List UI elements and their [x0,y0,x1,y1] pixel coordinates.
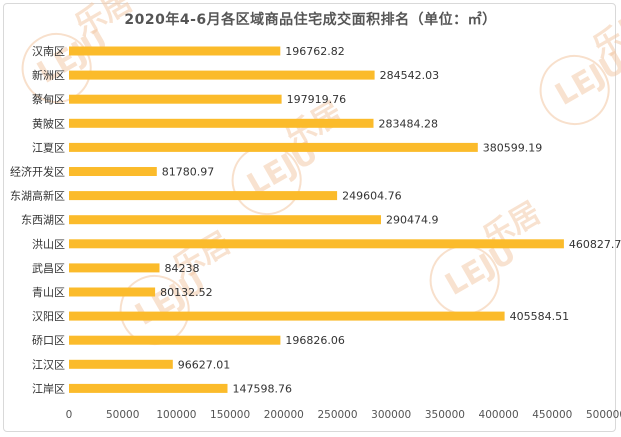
bar [69,383,228,393]
category-label: 青山区 [32,286,65,299]
x-tick-label: 200000 [264,409,304,421]
x-tick-label: 450000 [532,409,572,421]
bar [69,118,374,128]
category-label: 东西湖区 [21,214,65,227]
value-label: 460827.75 [569,238,621,251]
bar [69,335,281,345]
value-label: 80132.52 [160,286,213,299]
x-tick-label: 250000 [317,409,357,421]
x-tick-label: 50000 [106,409,139,421]
category-label: 经济开发区 [10,165,65,179]
bar [69,142,478,152]
bar [69,359,173,369]
x-tick-label: 400000 [479,409,519,421]
bar [69,191,338,201]
value-label: 283484.28 [379,117,439,130]
bars [69,46,564,393]
category-label: 汉南区 [32,45,65,58]
value-label: 405584.51 [510,310,569,323]
category-label: 硚口区 [32,334,65,347]
category-label: 洪山区 [32,237,65,251]
bar [69,70,375,80]
bar [69,263,160,273]
bar [69,167,157,176]
bar [69,311,505,321]
value-label: 147598.76 [233,382,293,395]
bar [69,94,282,104]
watermark-text: 乐居 [587,5,621,65]
x-tick-label: 500000 [586,409,621,421]
value-label: 196826.06 [285,334,345,347]
value-label: 196762.82 [285,45,345,58]
x-tick-label: 100000 [156,409,196,421]
category-label: 江汉区 [32,358,65,371]
category-label: 东湖高新区 [10,189,65,203]
bar [69,46,281,56]
value-label: 284542.03 [380,69,440,82]
bar [69,239,564,249]
value-label: 96627.01 [178,358,231,371]
x-tick-label: 350000 [425,409,465,421]
value-label: 81780.97 [162,166,215,179]
x-tick-label: 0 [66,409,73,421]
value-label: 380599.19 [483,141,543,154]
chart-title: 2020年4-6月各区域商品住宅成交面积排名（单位：㎡） [124,12,497,28]
category-label: 汉阳区 [32,310,65,323]
value-label: 249604.76 [342,190,402,203]
category-label: 新洲区 [32,68,65,82]
x-axis-ticks: 0 50000 100000 150000 200000 250000 300000 3500… [66,409,621,421]
category-label: 蔡甸区 [32,93,65,106]
x-tick-label: 300000 [371,409,411,421]
category-label: 武昌区 [32,262,65,275]
value-labels: 196762.82 284542.03 197919.76 283484.28 3805… [160,45,621,395]
category-labels: 汉南区新洲区蔡甸区黄陂区江夏区经济开发区东湖高新区东西湖区洪山区武昌区青山区汉阳… [10,45,65,395]
bar [69,215,381,225]
bar [69,287,156,297]
value-label: 84238 [165,262,200,275]
category-label: 黄陂区 [32,116,65,130]
x-tick-label: 150000 [210,409,250,421]
category-label: 江岸区 [32,382,65,395]
value-label: 197919.76 [287,93,347,106]
category-label: 江夏区 [32,141,65,154]
value-label: 290474.9 [386,214,439,227]
